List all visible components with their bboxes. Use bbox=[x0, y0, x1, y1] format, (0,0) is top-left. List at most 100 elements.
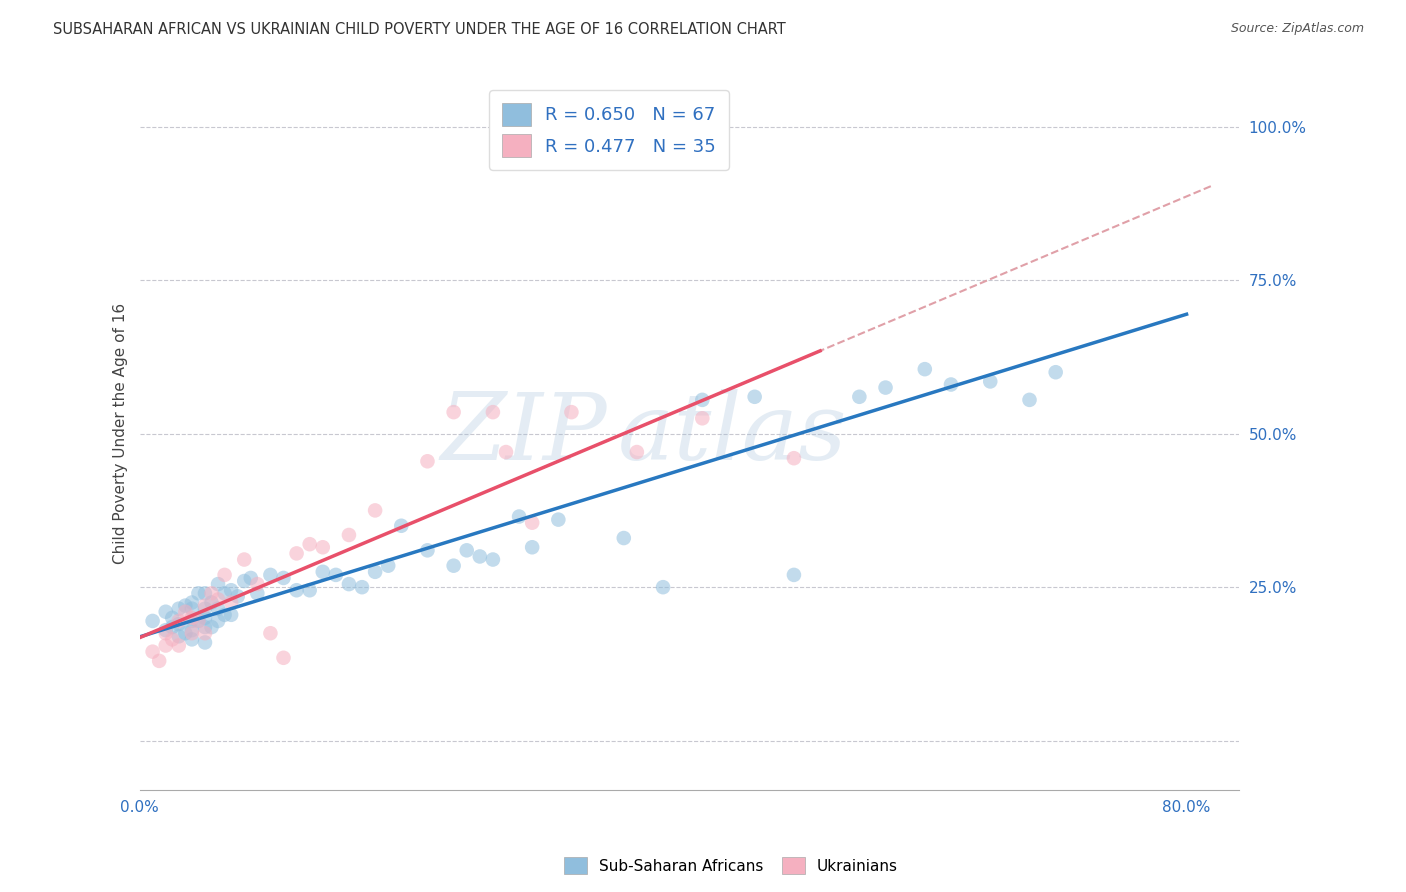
Point bbox=[520, 516, 543, 530]
Point bbox=[180, 601, 202, 615]
Point bbox=[187, 614, 209, 628]
Point bbox=[1045, 365, 1067, 379]
Point bbox=[174, 626, 197, 640]
Point bbox=[626, 445, 648, 459]
Point bbox=[174, 605, 197, 619]
Point bbox=[298, 583, 321, 598]
Point bbox=[239, 571, 262, 585]
Point bbox=[167, 614, 190, 628]
Point bbox=[979, 375, 1001, 389]
Y-axis label: Child Poverty Under the Age of 16: Child Poverty Under the Age of 16 bbox=[114, 303, 128, 565]
Point bbox=[155, 623, 177, 637]
Point bbox=[273, 571, 295, 585]
Point bbox=[508, 509, 530, 524]
Point bbox=[207, 577, 229, 591]
Point bbox=[259, 626, 281, 640]
Point bbox=[298, 537, 321, 551]
Point bbox=[377, 558, 399, 573]
Text: Source: ZipAtlas.com: Source: ZipAtlas.com bbox=[1230, 22, 1364, 36]
Point bbox=[364, 503, 387, 517]
Point bbox=[456, 543, 478, 558]
Point bbox=[482, 552, 505, 566]
Point bbox=[200, 595, 222, 609]
Point bbox=[162, 620, 184, 634]
Point bbox=[214, 567, 236, 582]
Point bbox=[207, 614, 229, 628]
Point bbox=[200, 586, 222, 600]
Point bbox=[180, 611, 202, 625]
Point bbox=[337, 577, 360, 591]
Point bbox=[468, 549, 491, 564]
Point bbox=[219, 595, 242, 609]
Text: atlas: atlas bbox=[617, 389, 848, 479]
Point bbox=[350, 580, 373, 594]
Point bbox=[848, 390, 870, 404]
Point bbox=[214, 586, 236, 600]
Point bbox=[443, 405, 465, 419]
Point bbox=[744, 390, 766, 404]
Point bbox=[389, 518, 412, 533]
Point bbox=[142, 614, 165, 628]
Point bbox=[652, 580, 675, 594]
Point bbox=[174, 599, 197, 613]
Point bbox=[155, 639, 177, 653]
Point bbox=[233, 574, 256, 588]
Point bbox=[246, 577, 269, 591]
Point bbox=[443, 558, 465, 573]
Point bbox=[482, 405, 505, 419]
Point bbox=[180, 632, 202, 647]
Point bbox=[194, 626, 217, 640]
Point bbox=[162, 632, 184, 647]
Point bbox=[259, 567, 281, 582]
Point bbox=[325, 567, 347, 582]
Point bbox=[226, 590, 249, 604]
Point bbox=[214, 607, 236, 622]
Point bbox=[416, 543, 439, 558]
Point bbox=[194, 620, 217, 634]
Point bbox=[187, 586, 209, 600]
Legend: R = 0.650   N = 67, R = 0.477   N = 35: R = 0.650 N = 67, R = 0.477 N = 35 bbox=[489, 90, 728, 169]
Point bbox=[914, 362, 936, 376]
Point bbox=[285, 583, 308, 598]
Point bbox=[783, 567, 806, 582]
Point bbox=[939, 377, 962, 392]
Point bbox=[194, 601, 217, 615]
Point bbox=[167, 601, 190, 615]
Point bbox=[194, 611, 217, 625]
Point bbox=[167, 639, 190, 653]
Point bbox=[180, 595, 202, 609]
Point bbox=[180, 626, 202, 640]
Point bbox=[219, 607, 242, 622]
Text: SUBSAHARAN AFRICAN VS UKRAINIAN CHILD POVERTY UNDER THE AGE OF 16 CORRELATION CH: SUBSAHARAN AFRICAN VS UKRAINIAN CHILD PO… bbox=[53, 22, 786, 37]
Point bbox=[207, 592, 229, 607]
Point bbox=[187, 614, 209, 628]
Point bbox=[613, 531, 636, 545]
Point bbox=[337, 528, 360, 542]
Point bbox=[416, 454, 439, 468]
Point bbox=[180, 623, 202, 637]
Point bbox=[1018, 392, 1040, 407]
Point bbox=[520, 541, 543, 555]
Point bbox=[273, 650, 295, 665]
Point bbox=[312, 565, 335, 579]
Point bbox=[200, 620, 222, 634]
Point bbox=[246, 586, 269, 600]
Point bbox=[155, 605, 177, 619]
Point bbox=[312, 541, 335, 555]
Point bbox=[495, 445, 517, 459]
Point bbox=[233, 552, 256, 566]
Point bbox=[692, 392, 714, 407]
Point bbox=[783, 451, 806, 466]
Point bbox=[875, 381, 897, 395]
Point bbox=[142, 645, 165, 659]
Legend: Sub-Saharan Africans, Ukrainians: Sub-Saharan Africans, Ukrainians bbox=[558, 851, 904, 880]
Point bbox=[148, 654, 170, 668]
Point bbox=[692, 411, 714, 425]
Point bbox=[207, 601, 229, 615]
Point bbox=[167, 617, 190, 632]
Point bbox=[180, 614, 202, 628]
Point bbox=[547, 513, 569, 527]
Point bbox=[560, 405, 582, 419]
Point bbox=[194, 635, 217, 649]
Point bbox=[162, 611, 184, 625]
